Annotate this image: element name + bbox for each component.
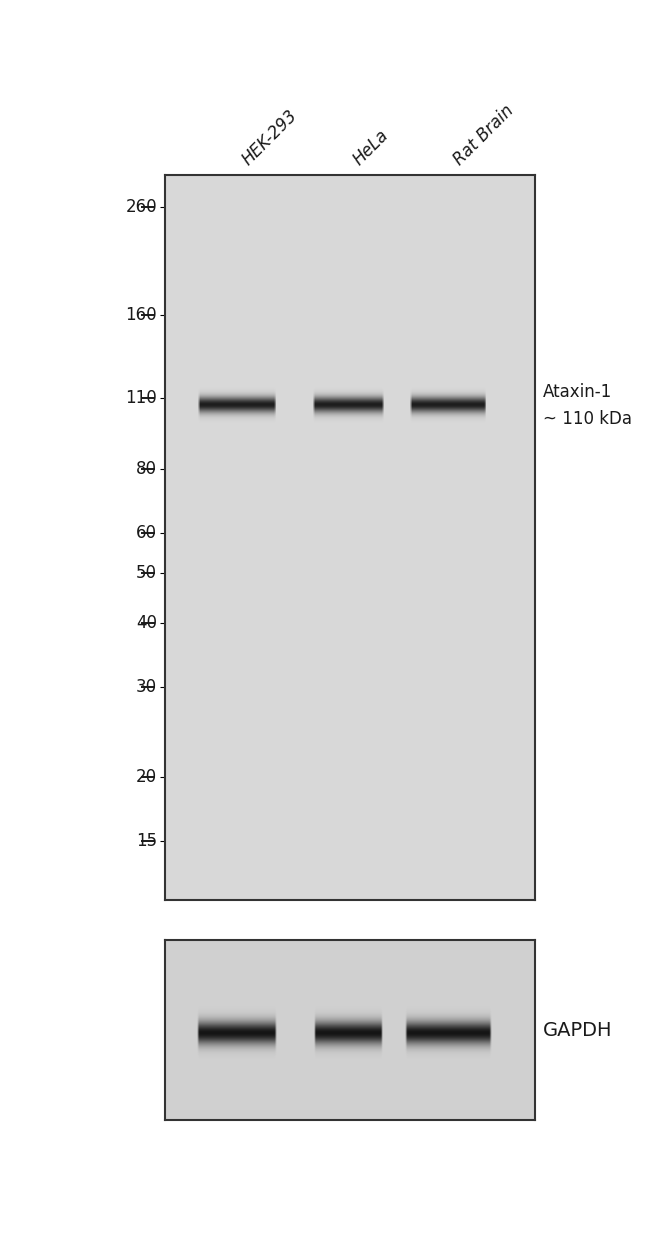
Text: 60: 60	[136, 523, 157, 542]
Text: GAPDH: GAPDH	[543, 1021, 612, 1039]
Text: Ataxin-1: Ataxin-1	[543, 382, 612, 401]
Text: 260: 260	[125, 198, 157, 215]
Text: 160: 160	[125, 306, 157, 324]
Text: 15: 15	[136, 833, 157, 850]
Text: 50: 50	[136, 564, 157, 583]
Text: 110: 110	[125, 388, 157, 407]
Text: ~ 110 kDa: ~ 110 kDa	[543, 409, 632, 428]
Text: 80: 80	[136, 460, 157, 477]
Text: HEK-293: HEK-293	[239, 106, 302, 168]
Text: Rat Brain: Rat Brain	[450, 101, 517, 168]
Text: 40: 40	[136, 614, 157, 632]
Text: 20: 20	[136, 768, 157, 785]
Text: 30: 30	[136, 678, 157, 696]
Text: HeLa: HeLa	[350, 126, 393, 168]
